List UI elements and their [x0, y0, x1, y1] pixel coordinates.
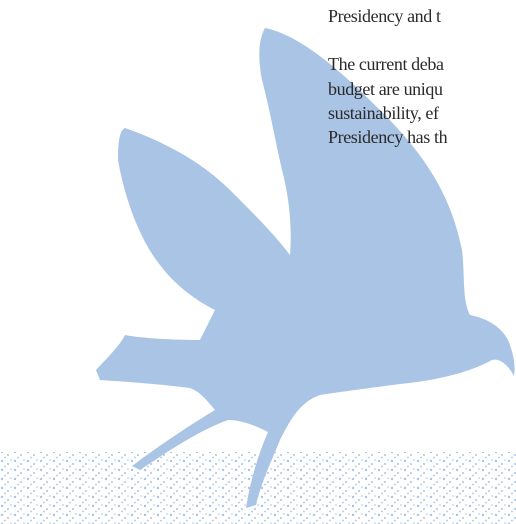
text-line: sustainability, ef — [328, 101, 516, 125]
page: Presidency and t The current debabudget a… — [0, 0, 516, 524]
text-line: budget are uniqu — [328, 77, 516, 101]
text-line: The current deba — [328, 52, 516, 76]
paragraph: Presidency and t — [328, 4, 516, 28]
text-line: Presidency has th — [328, 125, 516, 149]
text-line: Presidency and t — [328, 4, 516, 28]
